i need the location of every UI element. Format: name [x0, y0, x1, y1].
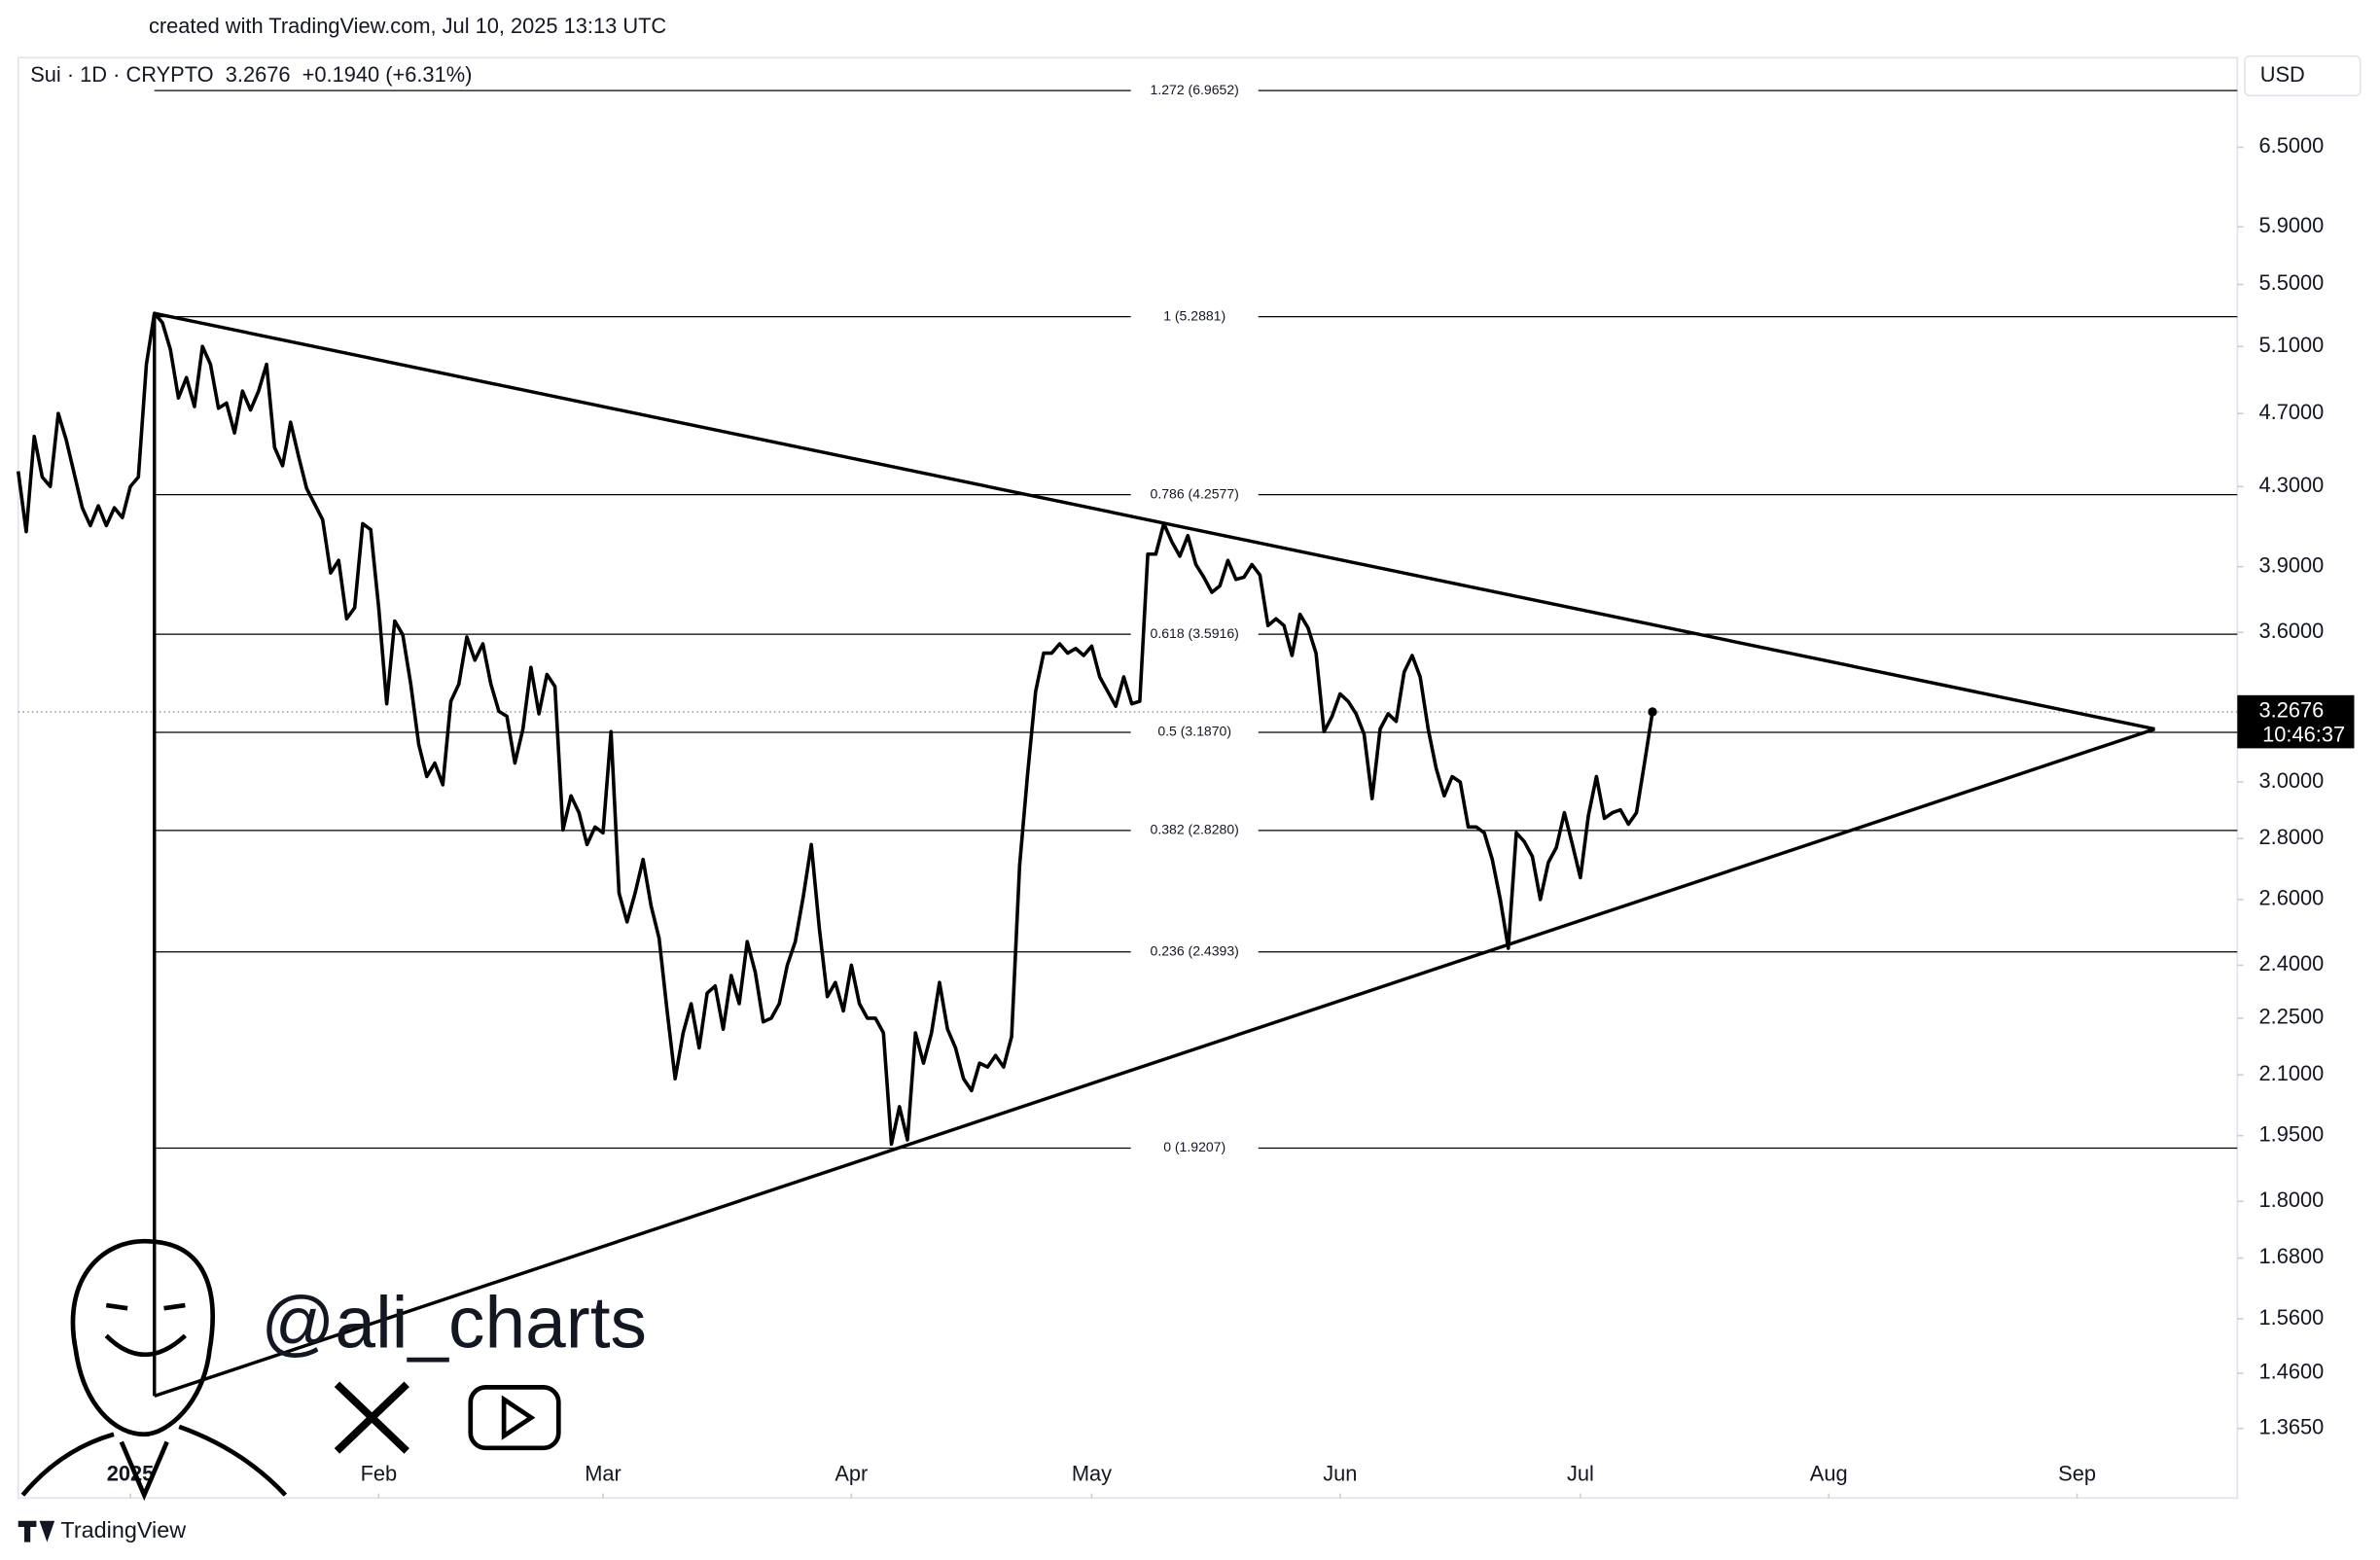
- avatar-eyes: [105, 1302, 186, 1311]
- y-tick-label: 6.5000: [2258, 133, 2324, 158]
- y-tick-label: 3.9000: [2258, 552, 2324, 577]
- x-tick-label: May: [1072, 1462, 1112, 1486]
- x-tick-label: Feb: [361, 1462, 398, 1486]
- y-tick-label: 5.1000: [2258, 333, 2324, 357]
- brand: TradingView: [60, 1517, 186, 1542]
- y-tick-label: 3.6000: [2258, 619, 2324, 643]
- price-line-series: [16, 311, 1654, 1147]
- y-tick-label: 1.6800: [2258, 1244, 2324, 1268]
- credit: created with TradingView.com, Jul 10, 20…: [149, 14, 666, 38]
- x-tick-label: Jun: [1323, 1462, 1357, 1486]
- y-tick-label: 2.2500: [2258, 1005, 2324, 1029]
- fib-label-bg: [1130, 942, 1259, 962]
- avatar: [20, 1238, 288, 1502]
- fib-label: 0.5 (3.1870): [1157, 724, 1231, 739]
- x-tick-label: Jul: [1567, 1462, 1594, 1486]
- tv-logo: [18, 1520, 55, 1542]
- fib-label: 0.786 (4.2577): [1151, 485, 1239, 501]
- price-tag: [2237, 694, 2355, 749]
- fib-label: 1.272 (6.9652): [1151, 82, 1239, 97]
- trendline: [154, 727, 2156, 1399]
- fib-label-bg: [1130, 1139, 1259, 1157]
- fib-label-bg: [1130, 307, 1259, 327]
- fib-label-bg: [1130, 821, 1259, 840]
- y-tick-label: 1.8000: [2258, 1188, 2324, 1212]
- x-icon: [334, 1381, 409, 1454]
- fib-label-bg: [1130, 485, 1259, 504]
- y-tick-label: 1.9500: [2258, 1121, 2324, 1146]
- y-tick-label: 2.1000: [2258, 1061, 2324, 1085]
- currency-box[interactable]: [2244, 54, 2362, 97]
- y-tick-label: 2.6000: [2258, 886, 2324, 910]
- fib-label-bg: [1130, 624, 1259, 644]
- symbol-header: Sui · 1D · CRYPTO 3.2676 +0.1940 (+6.31%…: [30, 62, 472, 87]
- y-tick-label: 1.5600: [2258, 1305, 2324, 1330]
- x-tick-label: Aug: [1810, 1462, 1848, 1486]
- avatar-body: [20, 1424, 288, 1502]
- y-tick-label: 2.4000: [2258, 951, 2324, 975]
- y-tick-label: 5.5000: [2258, 270, 2324, 295]
- fib-label: 1 (5.2881): [1163, 307, 1226, 323]
- avatar-head: [70, 1238, 215, 1437]
- price-tag-countdown: 10:46:37: [2262, 723, 2345, 747]
- x-tick-label: Apr: [835, 1462, 868, 1486]
- fib-label: 0.382 (2.8280): [1151, 822, 1239, 837]
- price-tag-value: 3.2676: [2258, 698, 2324, 723]
- y-tick-label: 2.8000: [2258, 825, 2324, 849]
- y-tick-label: 5.9000: [2258, 213, 2324, 237]
- currency[interactable]: USD: [2260, 62, 2305, 87]
- avatar-smile: [104, 1333, 187, 1358]
- plot: 6.5000 5.9000 5.5000 5.1000 4.7000 4.3000 3.90…: [16, 81, 2355, 1499]
- fib-label: 0 (1.9207): [1163, 1139, 1226, 1154]
- x-tick-label: Mar: [585, 1462, 622, 1486]
- watermark: @ali_charts: [261, 1281, 647, 1363]
- youtube-icon: [468, 1385, 561, 1451]
- trendline: [154, 311, 2155, 731]
- y-tick-label: 4.3000: [2258, 473, 2324, 497]
- fib-label: 0.236 (2.4393): [1151, 942, 1239, 958]
- x-tick-label: Sep: [2058, 1462, 2096, 1486]
- y-tick-label: 3.0000: [2258, 768, 2324, 793]
- youtube-play: [501, 1395, 536, 1440]
- fib-label-bg: [1130, 723, 1259, 742]
- y-tick-label: 1.3650: [2258, 1414, 2324, 1438]
- y-tick-label: 1.4600: [2258, 1360, 2324, 1384]
- fib-label: 0.618 (3.5916): [1151, 625, 1239, 641]
- fib-label-bg: [1130, 81, 1259, 100]
- last-point: [1648, 707, 1657, 717]
- y-tick-label: 4.7000: [2258, 400, 2324, 424]
